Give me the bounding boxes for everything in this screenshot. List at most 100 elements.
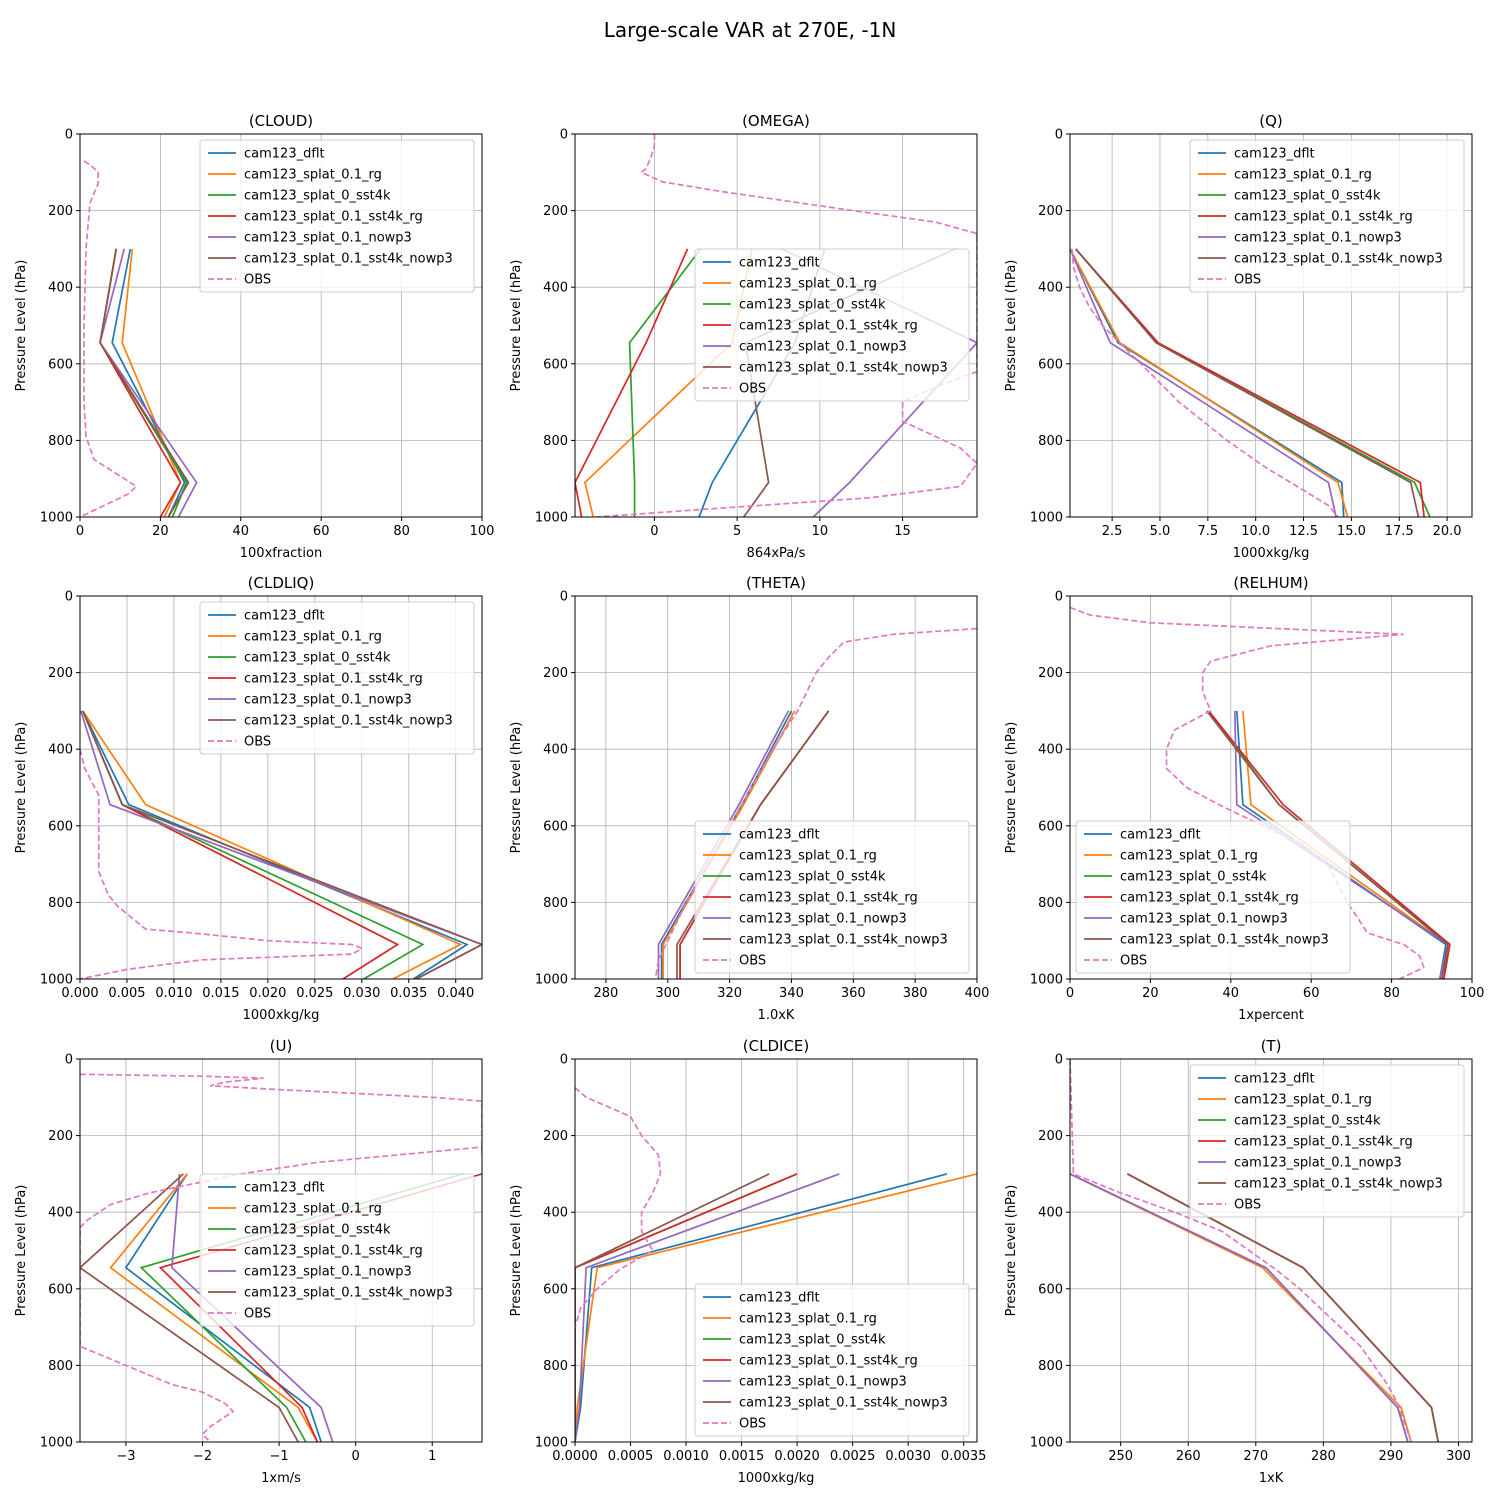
y-tick-label: 400 xyxy=(48,743,73,758)
legend-label: OBS xyxy=(244,273,271,288)
x-tick-label: 0 xyxy=(352,1449,360,1464)
panel-t: 250 260 270 280 290 300 0 200 400 600 800 1000 (T) 1x… xyxy=(1004,1037,1473,1486)
x-tick-label: 10 xyxy=(812,524,829,539)
x-tick-label: 12.5 xyxy=(1289,524,1318,539)
x-tick-label: −2 xyxy=(193,1449,212,1464)
x-tick-label: 360 xyxy=(841,986,866,1001)
legend-label: cam123_splat_0.1_nowp3 xyxy=(244,693,412,708)
legend-label: cam123_dflt xyxy=(1234,147,1315,162)
series-line-cam123_dflt xyxy=(124,1173,323,1442)
legend-label: cam123_splat_0.1_sst4k_nowp3 xyxy=(739,933,948,948)
series-line-cam123_splat_0.1_rg xyxy=(109,1173,319,1442)
y-tick-label: 400 xyxy=(1038,281,1063,296)
x-tick-label: 10.0 xyxy=(1241,524,1270,539)
series-line-OBS xyxy=(1071,248,1339,517)
x-tick-label: 1 xyxy=(428,1449,436,1464)
x-tick-label: 5.0 xyxy=(1150,524,1171,539)
legend: cam123_dflt cam123_splat_0.1_rg cam123_spl… xyxy=(199,1173,475,1327)
y-tick-label: 600 xyxy=(543,357,568,372)
panel-q: 2.5 5.0 7.5 10.0 12.5 15.0 17.5 20.0 0 200 400 600 8… xyxy=(1004,112,1473,561)
y-tick-label: 600 xyxy=(543,1282,568,1297)
y-axis-label: Pressure Level (hPa) xyxy=(1004,1185,1019,1317)
x-tick-label: 60 xyxy=(1303,986,1320,1001)
legend-label: cam123_splat_0.1_rg xyxy=(244,630,382,645)
legend-box xyxy=(199,601,475,755)
panel-title: (U) xyxy=(270,1037,293,1055)
y-axis-label: Pressure Level (hPa) xyxy=(14,722,29,854)
x-tick-label: 260 xyxy=(1176,1449,1201,1464)
x-tick-label: 0.0015 xyxy=(719,1449,765,1464)
legend-label: OBS xyxy=(739,1417,766,1432)
series-line-cam123_splat_0.1_sst4k_rg xyxy=(575,1173,798,1442)
legend-label: cam123_dflt xyxy=(244,147,325,162)
x-tick-label: 0.0010 xyxy=(663,1449,709,1464)
legend-label: cam123_splat_0.1_sst4k_rg xyxy=(1234,210,1413,225)
y-tick-label: 200 xyxy=(48,204,73,219)
series-line-cam123_splat_0.1_sst4k_nowp3 xyxy=(82,710,482,979)
series-line-cam123_splat_0.1_sst4k_nowp3 xyxy=(80,1173,299,1442)
legend-label: OBS xyxy=(739,382,766,397)
legend-box xyxy=(199,139,475,293)
x-tick-label: 280 xyxy=(1311,1449,1336,1464)
legend-label: cam123_dflt xyxy=(1120,828,1201,843)
x-tick-label: 340 xyxy=(779,986,804,1001)
y-tick-label: 1000 xyxy=(40,1436,73,1451)
y-tick-label: 600 xyxy=(48,1282,73,1297)
legend-label: cam123_splat_0.1_sst4k_nowp3 xyxy=(739,361,948,376)
y-tick-label: 600 xyxy=(48,819,73,834)
series-line-cam123_splat_0.1_rg xyxy=(575,1173,977,1442)
legend-label: cam123_splat_0.1_sst4k_rg xyxy=(1234,1135,1413,1150)
legend-label: cam123_splat_0.1_nowp3 xyxy=(1120,912,1288,927)
legend: cam123_dflt cam123_splat_0.1_rg cam123_spl… xyxy=(694,1283,970,1437)
x-tick-label: 280 xyxy=(594,986,619,1001)
y-tick-label: 400 xyxy=(543,281,568,296)
x-tick-label: 0.000 xyxy=(61,986,98,1001)
x-axis-label: 864xPa/s xyxy=(747,546,806,561)
legend-label: cam123_splat_0.1_sst4k_nowp3 xyxy=(244,252,453,267)
x-tick-label: 300 xyxy=(655,986,680,1001)
axes-frame xyxy=(574,1058,978,1443)
legend-box xyxy=(694,1283,970,1437)
y-tick-label: 600 xyxy=(48,357,73,372)
panel-theta: 280 300 320 340 360 380 400 0 200 400 600 800 1000 (T… xyxy=(509,574,989,1023)
x-tick-label: 40 xyxy=(1223,986,1240,1001)
series-line-cam123_splat_0_sst4k xyxy=(628,248,702,517)
x-tick-label: 60 xyxy=(313,524,330,539)
x-tick-label: 0.035 xyxy=(390,986,427,1001)
legend-box xyxy=(694,820,970,974)
legend-label: OBS xyxy=(244,735,271,750)
axes-frame xyxy=(1069,1058,1473,1443)
x-tick-label: 20.0 xyxy=(1433,524,1462,539)
legend-label: cam123_splat_0.1_rg xyxy=(1234,168,1372,183)
y-tick-label: 0 xyxy=(65,590,73,605)
x-axis-label: 1xK xyxy=(1259,1471,1284,1486)
x-tick-label: 0.025 xyxy=(296,986,333,1001)
y-tick-label: 800 xyxy=(1038,434,1063,449)
legend-label: cam123_splat_0_sst4k xyxy=(1234,1114,1381,1129)
y-tick-label: 400 xyxy=(1038,1206,1063,1221)
y-tick-label: 1000 xyxy=(535,511,568,526)
x-tick-label: 300 xyxy=(1446,1449,1471,1464)
series-group xyxy=(80,160,198,517)
y-axis-label: Pressure Level (hPa) xyxy=(1004,260,1019,392)
series-line-OBS xyxy=(596,134,977,517)
y-tick-label: 200 xyxy=(48,666,73,681)
panel-cldice: 0.0000 0.0005 0.0010 0.0015 0.0020 0.0025 0.00… xyxy=(509,1037,986,1486)
y-tick-label: 600 xyxy=(543,819,568,834)
series-line-cam123_splat_0.1_rg xyxy=(121,248,182,517)
x-tick-label: 0.010 xyxy=(155,986,192,1001)
y-tick-label: 1000 xyxy=(535,1436,568,1451)
series-line-OBS xyxy=(654,627,977,979)
legend-label: cam123_splat_0_sst4k xyxy=(739,870,886,885)
series-line-cam123_splat_0.1_sst4k_nowp3 xyxy=(1075,248,1420,517)
x-tick-label: 0.0035 xyxy=(941,1449,987,1464)
legend: cam123_dflt cam123_splat_0.1_rg cam123_spl… xyxy=(694,820,970,974)
legend-label: cam123_splat_0_sst4k xyxy=(244,651,391,666)
x-tick-label: 40 xyxy=(233,524,250,539)
y-tick-label: 600 xyxy=(1038,1282,1063,1297)
y-tick-label: 0 xyxy=(1055,590,1063,605)
legend-label: cam123_splat_0.1_sst4k_rg xyxy=(1120,891,1299,906)
legend-box xyxy=(694,248,970,402)
series-line-OBS xyxy=(575,1087,662,1328)
